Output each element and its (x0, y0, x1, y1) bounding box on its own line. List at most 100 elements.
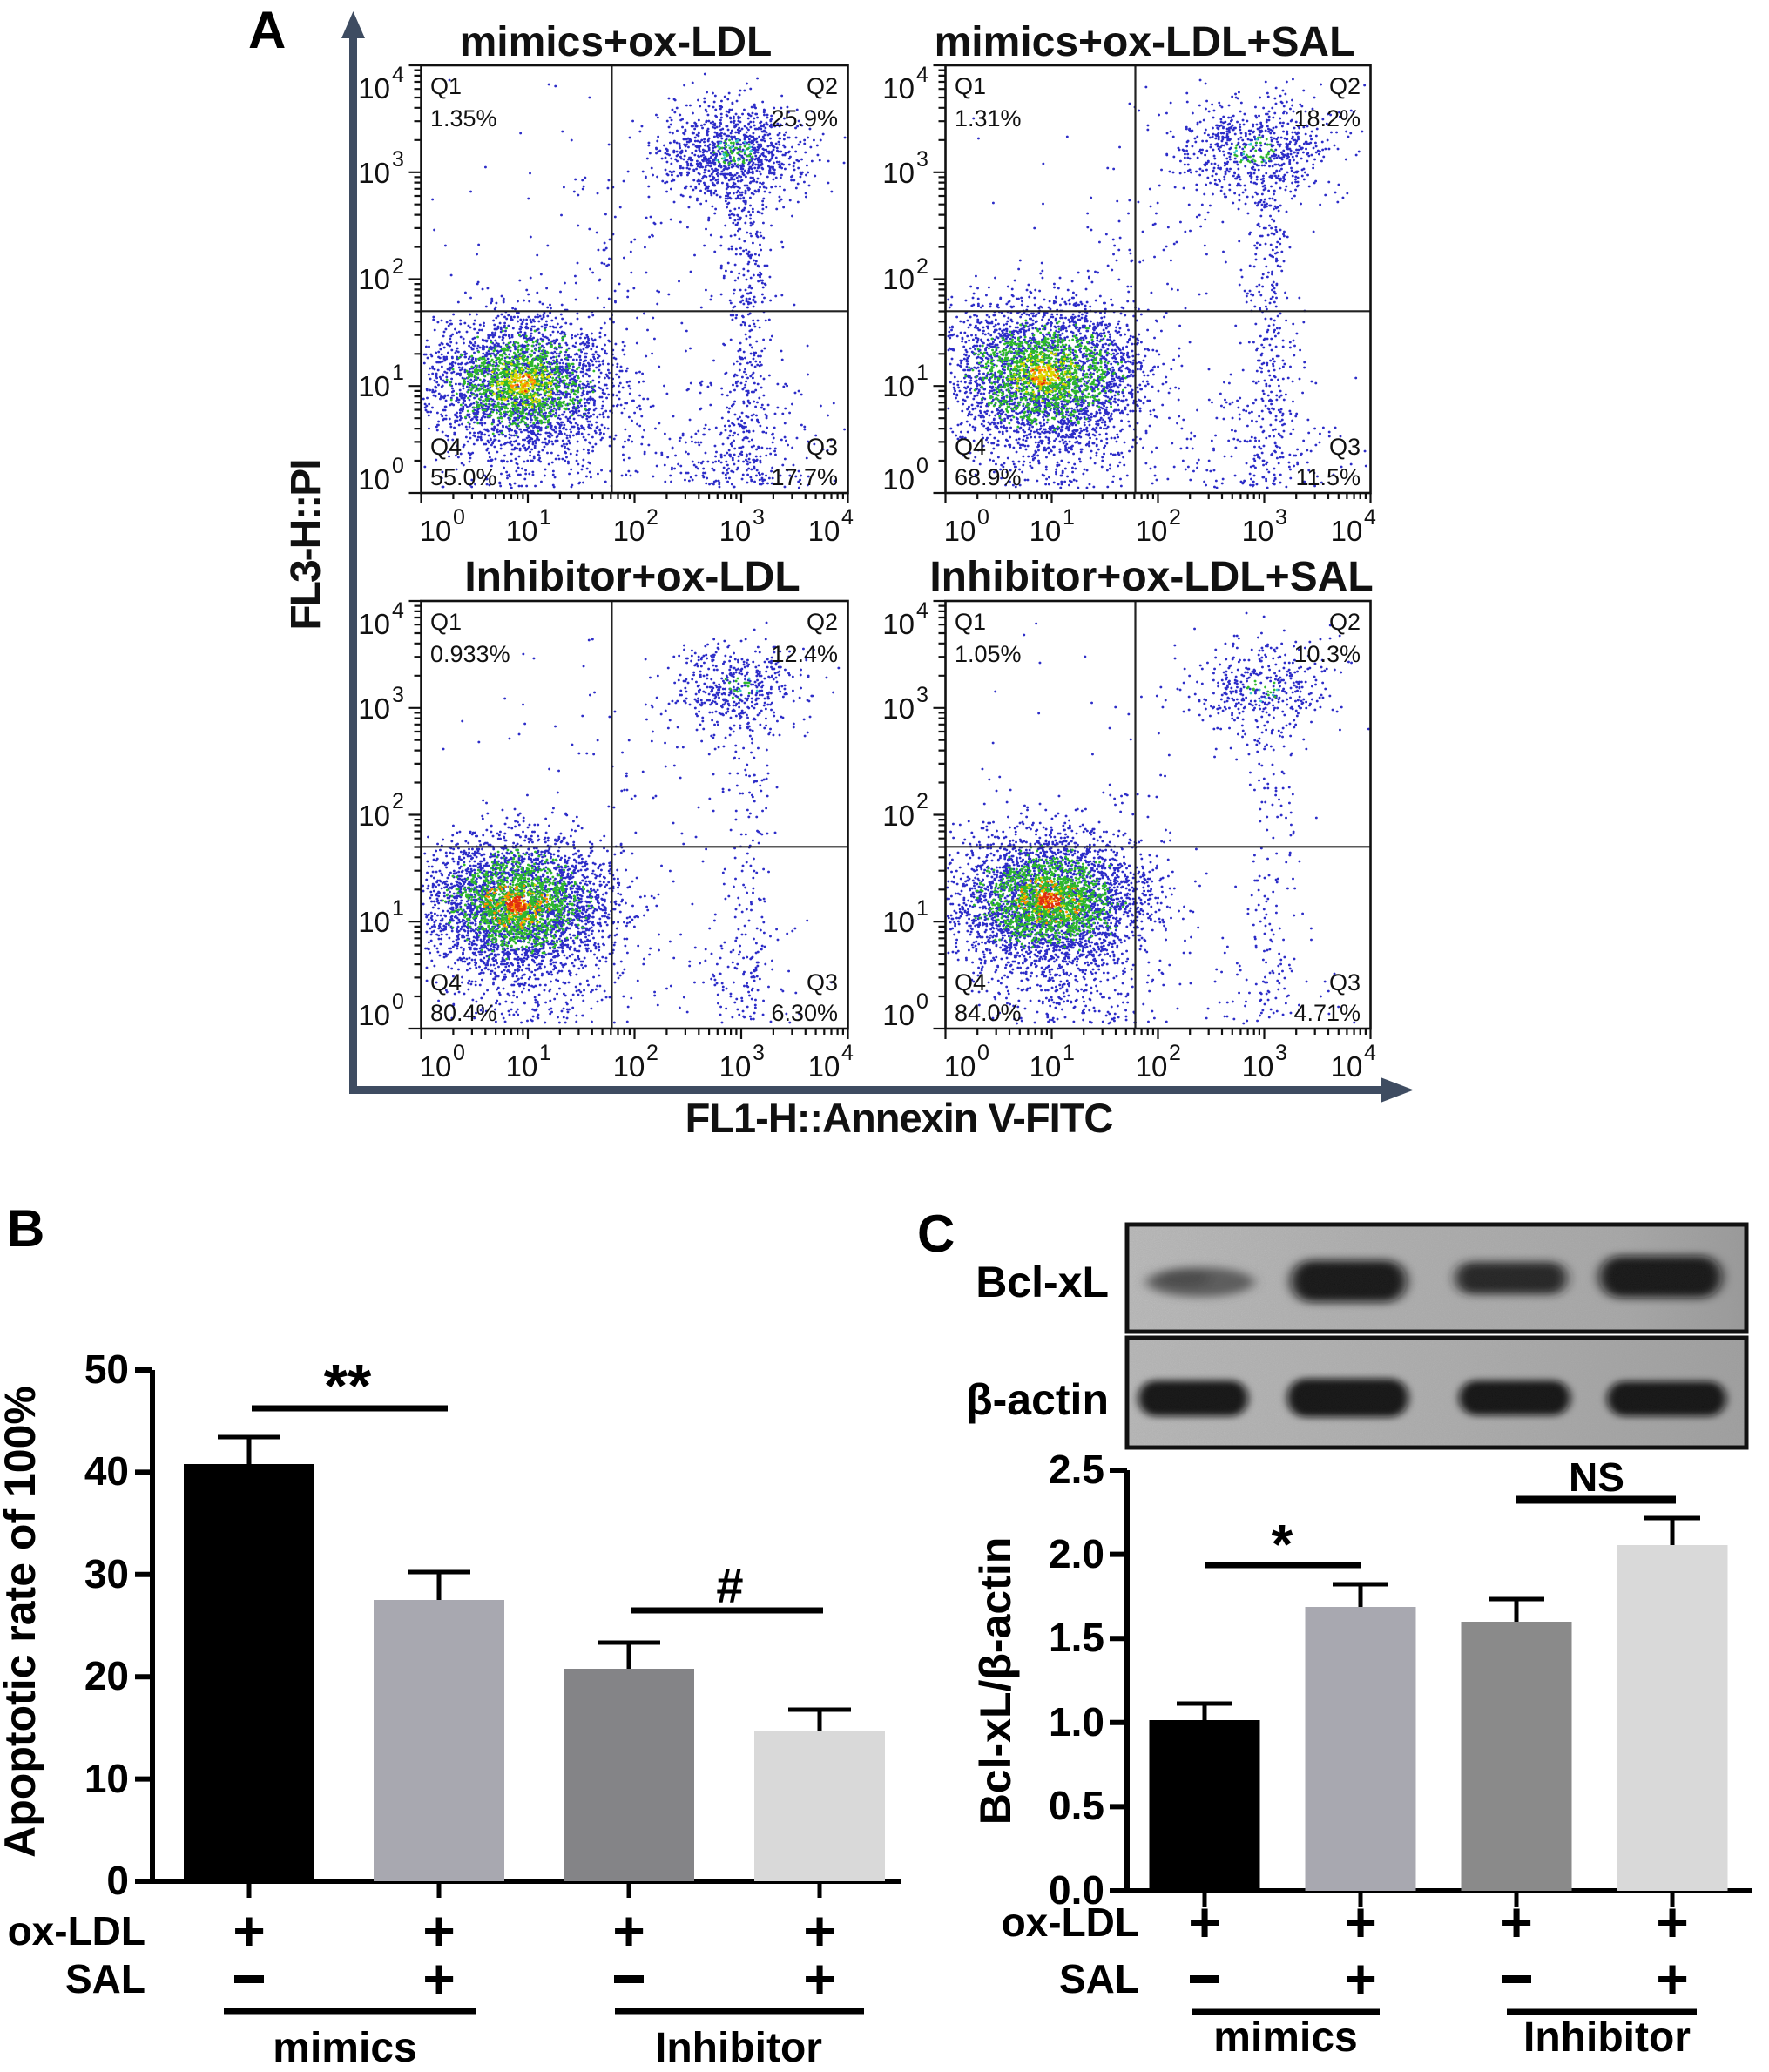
svg-text:+: + (1500, 1891, 1532, 1954)
svg-text:10: 10 (358, 999, 390, 1031)
svg-text:+: + (1344, 1891, 1376, 1954)
svg-text:+: + (803, 1900, 835, 1962)
svg-text:β-actin: β-actin (966, 1375, 1109, 1424)
svg-text:1.5: 1.5 (1049, 1615, 1104, 1660)
svg-text:10: 10 (808, 515, 841, 547)
svg-text:2: 2 (916, 789, 928, 813)
svg-text:Q1: Q1 (955, 73, 986, 99)
svg-text:4: 4 (916, 598, 928, 623)
svg-text:Inhibitor+ox-LDL+SAL: Inhibitor+ox-LDL+SAL (929, 554, 1373, 600)
svg-text:10: 10 (358, 906, 390, 938)
svg-text:Q4: Q4 (955, 434, 986, 460)
svg-text:10: 10 (1242, 1050, 1274, 1083)
svg-text:mimics: mimics (273, 2025, 416, 2068)
svg-text:+: + (1188, 1891, 1220, 1954)
svg-text:Q2: Q2 (1329, 609, 1361, 635)
svg-text:Q3: Q3 (807, 434, 838, 460)
svg-text:17.7%: 17.7% (771, 464, 838, 490)
svg-text:10: 10 (613, 515, 645, 547)
svg-text:C: C (917, 1205, 955, 1263)
svg-text:Bcl-xL: Bcl-xL (976, 1258, 1109, 1306)
svg-text:10: 10 (882, 906, 915, 938)
svg-text:10: 10 (882, 692, 915, 725)
svg-text:50: 50 (84, 1346, 129, 1392)
svg-text:**: ** (324, 1352, 372, 1420)
svg-text:2: 2 (392, 254, 404, 279)
svg-text:+: + (1656, 1891, 1688, 1954)
svg-text:10: 10 (944, 515, 976, 547)
svg-text:0: 0 (916, 989, 928, 1014)
svg-text:B: B (7, 1199, 44, 1258)
svg-text:2: 2 (916, 254, 928, 279)
svg-text:84.0%: 84.0% (955, 1000, 1022, 1026)
svg-text:4: 4 (392, 63, 404, 87)
svg-text:1.35%: 1.35% (430, 105, 497, 132)
svg-text:10: 10 (882, 263, 915, 295)
svg-text:11.5%: 11.5% (1295, 464, 1361, 490)
svg-text:10: 10 (719, 1050, 752, 1083)
svg-text:4: 4 (841, 1041, 854, 1065)
svg-text:10: 10 (1030, 1050, 1062, 1083)
svg-text:10: 10 (882, 463, 915, 496)
svg-text:Q4: Q4 (430, 434, 462, 460)
svg-text:Inhibitor: Inhibitor (655, 2025, 822, 2068)
svg-text:1: 1 (539, 505, 551, 530)
svg-text:2.0: 2.0 (1049, 1531, 1104, 1576)
svg-text:SAL: SAL (1059, 1956, 1139, 2001)
svg-text:ox-LDL: ox-LDL (1002, 1900, 1139, 1945)
svg-text:mimics+ox-LDL: mimics+ox-LDL (460, 19, 773, 65)
svg-text:25.9%: 25.9% (771, 105, 838, 132)
svg-text:Q4: Q4 (430, 969, 462, 996)
svg-text:Inhibitor: Inhibitor (1523, 2015, 1691, 2061)
svg-text:10: 10 (420, 1050, 452, 1083)
svg-text:*: * (1272, 1513, 1293, 1576)
svg-text:1: 1 (392, 361, 404, 385)
svg-text:Q3: Q3 (807, 969, 838, 996)
svg-text:10: 10 (358, 608, 390, 640)
svg-text:0: 0 (977, 1041, 989, 1065)
svg-text:3: 3 (1275, 1041, 1287, 1065)
svg-text:10: 10 (882, 157, 915, 189)
svg-text:1: 1 (1063, 505, 1075, 530)
svg-text:Bcl-xL/β-actin: Bcl-xL/β-actin (971, 1537, 1020, 1826)
svg-text:2.5: 2.5 (1049, 1447, 1104, 1492)
svg-text:4: 4 (1364, 1041, 1376, 1065)
svg-text:Q1: Q1 (430, 609, 462, 635)
svg-text:10: 10 (882, 370, 915, 402)
svg-text:1: 1 (539, 1041, 551, 1065)
svg-text:2: 2 (646, 505, 658, 530)
svg-text:1.05%: 1.05% (955, 641, 1022, 667)
svg-text:68.9%: 68.9% (955, 464, 1022, 490)
svg-text:10: 10 (358, 263, 390, 295)
svg-text:80.4%: 80.4% (430, 1000, 497, 1026)
svg-text:10: 10 (358, 370, 390, 402)
svg-text:+: + (803, 1947, 835, 2010)
svg-text:10: 10 (882, 999, 915, 1031)
svg-text:Inhibitor+ox-LDL: Inhibitor+ox-LDL (464, 554, 800, 600)
svg-text:A: A (248, 1, 286, 59)
svg-text:55.0%: 55.0% (430, 464, 497, 490)
svg-text:FL3-H::PI: FL3-H::PI (283, 460, 329, 630)
svg-text:10: 10 (1136, 1050, 1168, 1083)
svg-text:Apoptotic rate of 100%: Apoptotic rate of 100% (0, 1386, 44, 1858)
svg-text:Q2: Q2 (1329, 73, 1361, 99)
svg-text:2: 2 (1169, 505, 1181, 530)
svg-text:+: + (233, 1900, 265, 1962)
svg-text:1.31%: 1.31% (955, 105, 1022, 132)
svg-text:20: 20 (84, 1653, 129, 1698)
svg-text:6.30%: 6.30% (771, 1000, 838, 1026)
svg-text:10: 10 (882, 608, 915, 640)
svg-text:#: # (716, 1558, 743, 1613)
svg-text:10: 10 (506, 1050, 538, 1083)
svg-text:10: 10 (358, 800, 390, 832)
svg-text:Q2: Q2 (807, 73, 838, 99)
svg-text:2: 2 (392, 789, 404, 813)
svg-text:10: 10 (1136, 515, 1168, 547)
svg-text:10: 10 (84, 1756, 129, 1801)
svg-text:10: 10 (506, 515, 538, 547)
svg-text:ox-LDL: ox-LDL (8, 1908, 145, 1954)
svg-text:NS: NS (1569, 1454, 1624, 1500)
svg-text:mimics+ox-LDL+SAL: mimics+ox-LDL+SAL (935, 19, 1355, 65)
svg-text:10: 10 (882, 72, 915, 105)
svg-text:30: 30 (84, 1551, 129, 1596)
